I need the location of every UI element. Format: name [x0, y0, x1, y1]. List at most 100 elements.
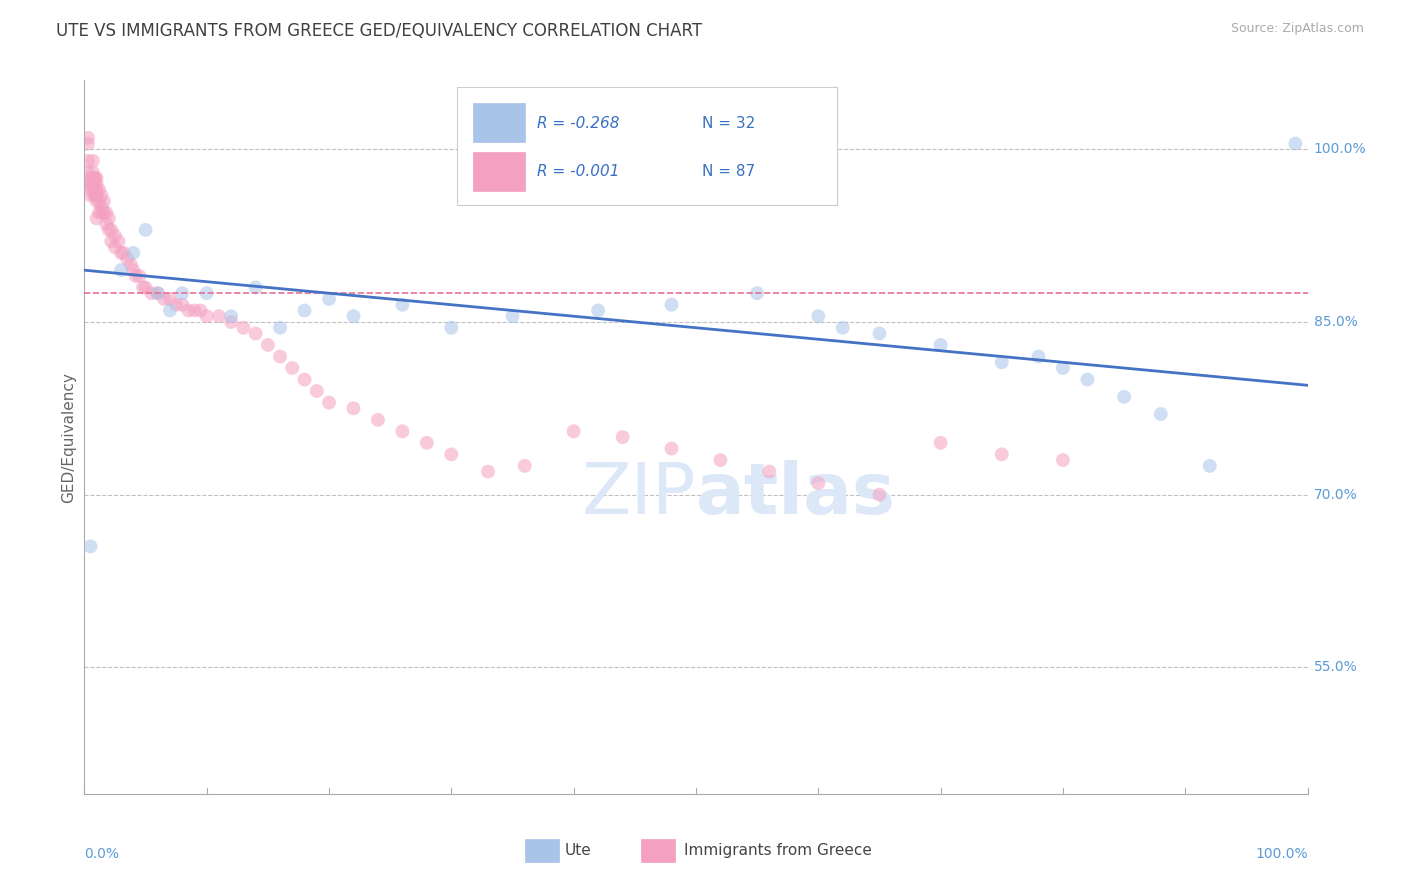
Point [807, 310, 830, 324]
Point [990, 355, 1012, 369]
Point [342, 310, 364, 324]
Point [929, 338, 952, 352]
Point [501, 310, 523, 324]
Point [122, 263, 145, 277]
Point [1150, 407, 1173, 421]
Point [195, 286, 218, 301]
Point [77, 136, 100, 151]
Point [159, 303, 181, 318]
Point [177, 303, 200, 318]
Text: 55.0%: 55.0% [1313, 660, 1357, 674]
Point [305, 384, 328, 398]
Point [77, 177, 100, 191]
Point [562, 425, 585, 439]
Point [747, 286, 769, 301]
Text: R = -0.268: R = -0.268 [537, 116, 620, 130]
Point [807, 476, 830, 491]
Point [79, 183, 101, 197]
Point [79, 171, 101, 186]
Point [1076, 372, 1098, 386]
Point [232, 320, 254, 334]
Point [115, 252, 138, 266]
Point [82, 177, 104, 191]
Point [77, 131, 100, 145]
Point [97, 211, 120, 226]
Text: UTE VS IMMIGRANTS FROM GREECE GED/EQUIVALENCY CORRELATION CHART: UTE VS IMMIGRANTS FROM GREECE GED/EQUIVA… [56, 22, 703, 40]
Point [172, 286, 194, 301]
Point [183, 303, 205, 318]
Text: N = 87: N = 87 [702, 164, 755, 179]
Point [87, 205, 110, 219]
Point [219, 315, 242, 329]
Point [758, 465, 780, 479]
Text: 0.0%: 0.0% [84, 847, 120, 862]
Point [90, 188, 112, 202]
Point [661, 298, 683, 312]
Point [87, 194, 110, 208]
Point [77, 153, 100, 168]
Bar [474, 152, 524, 191]
Point [391, 298, 413, 312]
Text: N = 32: N = 32 [702, 116, 755, 130]
Text: Source: ZipAtlas.com: Source: ZipAtlas.com [1230, 22, 1364, 36]
Point [294, 372, 316, 386]
Point [82, 165, 104, 179]
Text: 100.0%: 100.0% [1256, 847, 1308, 862]
Point [100, 235, 122, 249]
Point [112, 246, 135, 260]
Point [96, 205, 118, 219]
Point [100, 223, 122, 237]
Point [219, 310, 242, 324]
Point [612, 430, 634, 444]
FancyBboxPatch shape [457, 87, 837, 205]
Point [869, 488, 891, 502]
Point [104, 228, 127, 243]
Point [125, 268, 148, 283]
Point [82, 153, 104, 168]
Point [110, 246, 132, 260]
Point [86, 188, 108, 202]
Point [661, 442, 683, 456]
Point [159, 292, 181, 306]
Point [929, 435, 952, 450]
Point [1052, 453, 1074, 467]
Point [318, 292, 340, 306]
Point [294, 303, 316, 318]
Bar [474, 103, 524, 143]
Point [269, 320, 291, 334]
Point [342, 401, 364, 416]
Point [513, 458, 536, 473]
Point [107, 235, 129, 249]
Point [79, 540, 101, 554]
Text: Ute: Ute [565, 843, 592, 858]
Point [208, 310, 231, 324]
Point [93, 194, 115, 208]
Point [122, 246, 145, 260]
Point [195, 310, 218, 324]
Point [77, 165, 100, 179]
Point [79, 177, 101, 191]
Point [1198, 458, 1220, 473]
Point [172, 298, 194, 312]
Point [86, 183, 108, 197]
Point [135, 223, 157, 237]
Point [79, 188, 101, 202]
Point [1284, 136, 1306, 151]
Point [86, 171, 108, 186]
Point [477, 465, 499, 479]
Point [96, 217, 118, 231]
Point [86, 211, 108, 226]
Point [93, 205, 115, 219]
Text: atlas: atlas [696, 459, 896, 529]
Point [87, 183, 110, 197]
Point [86, 177, 108, 191]
Point [153, 292, 176, 306]
Text: 70.0%: 70.0% [1313, 488, 1357, 501]
Point [416, 435, 439, 450]
Point [90, 200, 112, 214]
Point [831, 320, 853, 334]
Point [281, 361, 304, 376]
Point [146, 286, 169, 301]
Point [110, 263, 132, 277]
Point [165, 298, 187, 312]
